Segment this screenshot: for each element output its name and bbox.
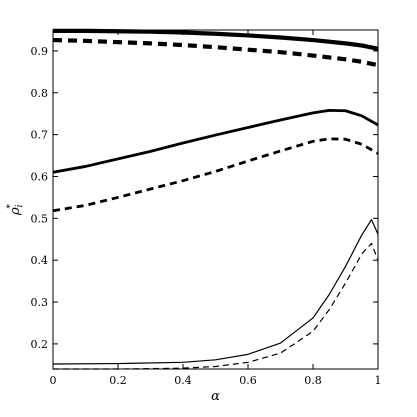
y-tick-label: 0.4 [31,254,49,267]
series-layer [52,28,379,370]
x-tick-label: 1 [375,374,382,387]
series-line-6 [53,242,379,370]
y-tick-label: 0.5 [31,212,49,225]
ticks-layer: 0 0.2 0.4 0.6 0.8 1 0.2 0.3 0.4 0.5 0.6 0.7 0.8 0.9 [31,30,382,387]
x-tick-label: 0.4 [174,374,192,387]
y-tick-label: 0.7 [31,129,49,142]
series-line-1 [53,28,379,51]
y-tick-label: 0.8 [31,87,49,100]
series-line-4 [52,137,379,213]
plot-frame [52,29,379,370]
y-tick-label: 0.3 [31,296,49,309]
y-tick-label: 0.2 [31,338,49,351]
x-tick-label: 0.8 [304,374,322,387]
y-tick-label: 0.6 [31,170,49,183]
x-tick-label: 0.6 [239,374,257,387]
x-axis-label: α [211,389,220,404]
x-tick-label: 0 [50,374,57,387]
y-axis-label: ρi* [6,203,25,216]
y-axis-label-base: ρ [8,207,23,216]
series-line-5 [52,218,379,365]
y-axis-label-sup: * [6,203,16,208]
y-tick-label: 0.9 [31,45,49,58]
series-line-3 [52,108,379,174]
x-tick-label: 0.2 [109,374,127,387]
y-axis-label-sub: i [15,204,25,207]
